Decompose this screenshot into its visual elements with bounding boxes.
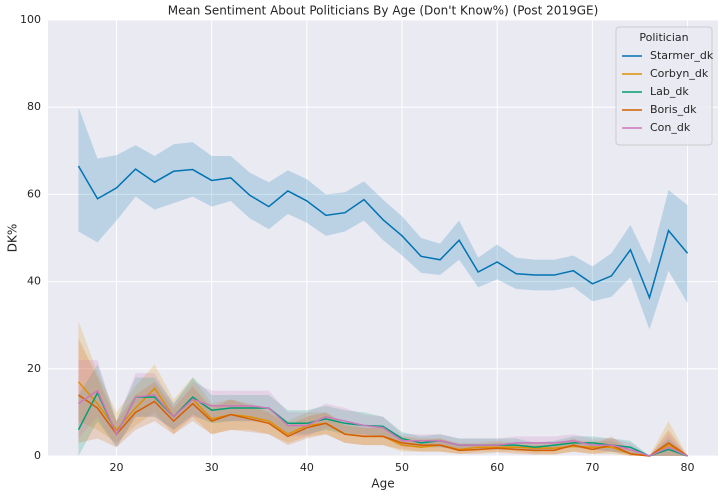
x-tick-label: 70: [585, 461, 599, 474]
line: [78, 389, 688, 457]
legend-label: Corbyn_dk: [650, 67, 709, 80]
line: [77, 165, 689, 301]
y-tick-label: 0: [34, 449, 41, 462]
confidence-band: [78, 338, 688, 456]
x-tick-label: 30: [205, 461, 219, 474]
legend-label: Boris_dk: [650, 103, 697, 116]
y-tick-label: 100: [20, 13, 41, 26]
x-tick-label: 80: [681, 461, 695, 474]
y-tick-label: 80: [27, 100, 41, 113]
legend-label: Lab_dk: [650, 85, 689, 98]
y-tick-label: 40: [27, 275, 41, 288]
y-tick-label: 20: [27, 362, 41, 375]
x-tick-label: 40: [300, 461, 314, 474]
x-axis-label: Age: [371, 477, 394, 491]
y-tick-label: 60: [27, 187, 41, 200]
legend-title: Politician: [639, 31, 688, 44]
chart-title: Mean Sentiment About Politicians By Age …: [168, 4, 599, 18]
confidence-band: [78, 320, 688, 456]
plot-area: [48, 20, 718, 456]
x-tick-label: 50: [395, 461, 409, 474]
x-tick-label: 20: [110, 461, 124, 474]
line: [78, 394, 688, 457]
x-tick-label: 60: [490, 461, 504, 474]
y-axis-label: DK%: [6, 224, 20, 253]
legend-label: Starmer_dk: [650, 49, 714, 62]
confidence-band: [78, 107, 688, 330]
legend-label: Con_dk: [650, 121, 691, 134]
